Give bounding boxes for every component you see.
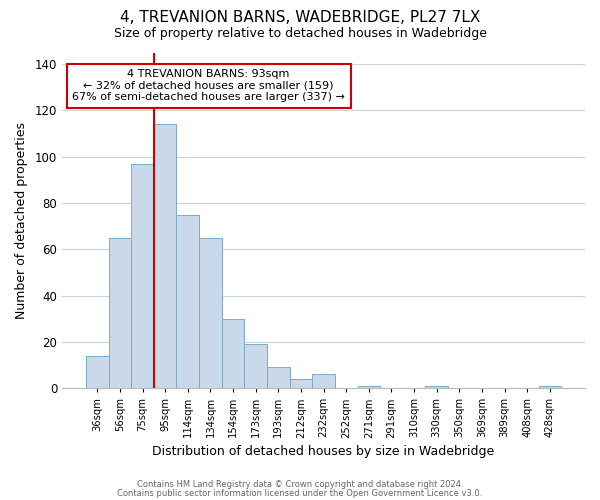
Bar — [222, 318, 244, 388]
Bar — [312, 374, 335, 388]
Bar — [176, 214, 199, 388]
Bar — [290, 379, 312, 388]
X-axis label: Distribution of detached houses by size in Wadebridge: Distribution of detached houses by size … — [152, 444, 495, 458]
Bar — [154, 124, 176, 388]
Bar — [199, 238, 222, 388]
Text: Size of property relative to detached houses in Wadebridge: Size of property relative to detached ho… — [113, 28, 487, 40]
Bar — [267, 368, 290, 388]
Text: Contains HM Land Registry data © Crown copyright and database right 2024.: Contains HM Land Registry data © Crown c… — [137, 480, 463, 489]
Bar — [244, 344, 267, 388]
Bar — [131, 164, 154, 388]
Bar — [86, 356, 109, 388]
Bar — [425, 386, 448, 388]
Bar — [358, 386, 380, 388]
Text: Contains public sector information licensed under the Open Government Licence v3: Contains public sector information licen… — [118, 488, 482, 498]
Bar — [539, 386, 561, 388]
Y-axis label: Number of detached properties: Number of detached properties — [15, 122, 28, 319]
Text: 4 TREVANION BARNS: 93sqm
← 32% of detached houses are smaller (159)
67% of semi-: 4 TREVANION BARNS: 93sqm ← 32% of detach… — [72, 70, 345, 102]
Text: 4, TREVANION BARNS, WADEBRIDGE, PL27 7LX: 4, TREVANION BARNS, WADEBRIDGE, PL27 7LX — [120, 10, 480, 25]
Bar — [109, 238, 131, 388]
